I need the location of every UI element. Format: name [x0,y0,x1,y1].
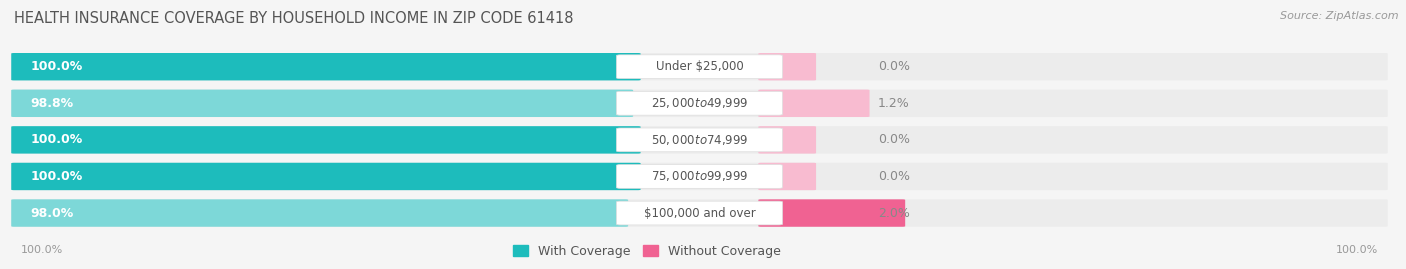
FancyBboxPatch shape [11,199,1388,227]
Text: 98.8%: 98.8% [31,97,73,110]
FancyBboxPatch shape [11,126,1388,154]
Text: 100.0%: 100.0% [31,60,83,73]
FancyBboxPatch shape [616,91,783,115]
Text: 100.0%: 100.0% [31,133,83,146]
Text: 0.0%: 0.0% [877,170,910,183]
FancyBboxPatch shape [11,199,628,227]
FancyBboxPatch shape [11,53,641,80]
Text: 98.0%: 98.0% [31,207,73,220]
FancyBboxPatch shape [758,163,815,190]
Text: $25,000 to $49,999: $25,000 to $49,999 [651,96,748,110]
FancyBboxPatch shape [11,53,1388,80]
FancyBboxPatch shape [11,163,1388,190]
FancyBboxPatch shape [616,201,783,225]
Text: 1.2%: 1.2% [877,97,910,110]
Text: 2.0%: 2.0% [877,207,910,220]
Text: 0.0%: 0.0% [877,60,910,73]
Text: $75,000 to $99,999: $75,000 to $99,999 [651,169,748,183]
FancyBboxPatch shape [11,163,641,190]
FancyBboxPatch shape [758,126,815,154]
FancyBboxPatch shape [616,165,783,188]
Text: 0.0%: 0.0% [877,133,910,146]
FancyBboxPatch shape [758,90,869,117]
FancyBboxPatch shape [11,126,641,154]
Text: 100.0%: 100.0% [1336,245,1378,255]
FancyBboxPatch shape [758,199,905,227]
FancyBboxPatch shape [758,53,815,80]
Text: $50,000 to $74,999: $50,000 to $74,999 [651,133,748,147]
Text: Source: ZipAtlas.com: Source: ZipAtlas.com [1281,11,1399,21]
Text: 100.0%: 100.0% [31,170,83,183]
Legend: With Coverage, Without Coverage: With Coverage, Without Coverage [508,240,786,263]
FancyBboxPatch shape [616,55,783,79]
FancyBboxPatch shape [11,90,1388,117]
Text: HEALTH INSURANCE COVERAGE BY HOUSEHOLD INCOME IN ZIP CODE 61418: HEALTH INSURANCE COVERAGE BY HOUSEHOLD I… [14,11,574,26]
Text: $100,000 and over: $100,000 and over [644,207,755,220]
FancyBboxPatch shape [11,90,633,117]
FancyBboxPatch shape [616,128,783,152]
Text: Under $25,000: Under $25,000 [655,60,744,73]
Text: 100.0%: 100.0% [21,245,63,255]
